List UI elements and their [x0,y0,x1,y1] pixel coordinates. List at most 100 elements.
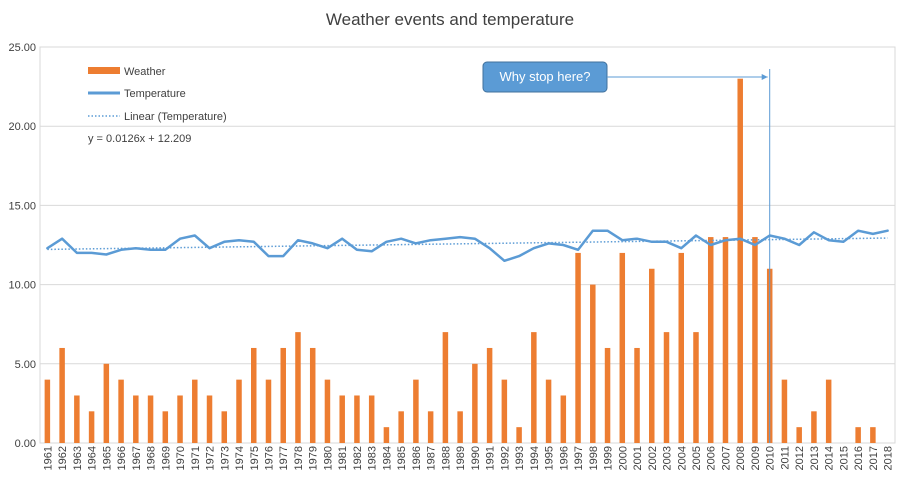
x-tick-label: 1975 [249,446,261,470]
y-tick-label: 15.00 [8,200,36,212]
weather-bar [796,427,802,443]
x-tick-label: 2014 [824,446,836,470]
x-tick-label: 2006 [706,446,718,470]
y-tick-label: 25.00 [8,42,36,54]
weather-bar [590,284,596,443]
weather-bar [192,379,198,443]
x-tick-label: 1986 [411,446,423,470]
weather-bar [265,379,272,443]
weather-bar [177,395,183,443]
x-tick-label: 2004 [676,446,688,470]
callout-annotation: Why stop here? [482,61,771,443]
weather-bar [855,427,861,443]
y-tick-label: 10.00 [8,280,36,292]
x-tick-label: 1987 [426,446,438,470]
weather-bar [752,237,758,443]
y-axis-labels: 0.00 5.00 10.00 15.00 20.00 25.00 [8,42,36,450]
x-tick-label: 1967 [131,446,143,470]
legend-label-temperature: Temperature [124,88,186,100]
temperature-trendline [47,237,888,251]
x-tick-label: 2008 [735,446,747,470]
x-tick-label: 2015 [838,446,850,470]
y-tick-label: 5.00 [15,359,36,371]
weather-bar [251,347,257,443]
x-tick-label: 1977 [278,446,290,470]
x-tick-label: 2011 [779,446,791,470]
weather-bar [457,411,463,443]
x-tick-label: 2018 [883,446,895,470]
weather-bar [501,379,508,443]
x-tick-label: 2002 [647,446,659,470]
callout-arrowhead [761,74,768,80]
x-tick-label: 2012 [794,446,806,470]
x-tick-label: 1997 [573,446,585,470]
x-tick-label: 2007 [720,446,732,470]
weather-bar [663,332,670,443]
x-tick-label: 2016 [853,446,865,470]
x-tick-label: 1999 [603,446,615,470]
x-tick-label: 2009 [750,446,762,470]
x-tick-label: 1980 [322,446,334,470]
x-tick-label: 1978 [293,446,305,470]
y-tick-label: 20.00 [8,121,36,133]
x-tick-label: 1992 [499,446,511,470]
weather-bar [427,411,434,443]
weather-bar [295,332,301,443]
x-tick-label: 1988 [440,446,452,470]
x-tick-label: 1984 [381,446,393,470]
x-tick-label: 1979 [308,446,320,470]
x-tick-label: 1969 [160,446,172,470]
x-tick-label: 1974 [234,446,246,470]
weather-bar [707,237,714,443]
x-tick-label: 2001 [632,446,644,470]
x-tick-label: 2013 [809,446,821,470]
x-tick-label: 1995 [544,446,556,470]
temperature-line [46,229,889,263]
legend-swatch-weather [88,67,120,74]
x-tick-label: 2003 [662,446,674,470]
weather-bar [236,379,242,443]
x-tick-label: 1965 [101,446,113,470]
x-tick-label: 1985 [396,446,408,470]
weather-bar [442,332,449,443]
temperature-line-group [46,229,889,263]
weather-bar [206,395,213,443]
weather-bar [354,395,360,443]
x-tick-label: 2005 [691,446,703,470]
callout-text: Why stop here? [499,69,590,84]
x-tick-label: 1970 [175,446,187,470]
x-tick-label: 1991 [485,446,497,470]
weather-bar [383,427,390,443]
plot-area-border [39,46,896,444]
x-tick-label: 1963 [72,446,84,470]
trendline-group [47,237,888,251]
x-tick-label: 1976 [263,446,275,470]
weather-bar [870,427,876,443]
weather-bar [516,427,522,443]
x-tick-label: 2017 [868,446,880,470]
x-tick-label: 1972 [205,446,217,470]
weather-bar [560,395,567,443]
weather-bar [133,395,139,443]
trendline-equation: y = 0.0126x + 12.209 [88,133,191,145]
weather-bar [162,411,169,443]
x-tick-label: 1968 [146,446,158,470]
gridlines [39,46,896,444]
weather-bar [781,379,788,443]
x-tick-label: 1973 [219,446,231,470]
weather-bar [811,411,817,443]
weather-bar [413,379,419,443]
weather-bar [649,268,655,443]
chart-title: Weather events and temperature [326,10,574,29]
legend: Weather Temperature Linear (Temperature) [88,66,227,123]
weather-bar [472,363,478,443]
y-tick-label: 0.00 [15,438,36,450]
weather-bar [722,237,729,443]
x-tick-label: 1989 [455,446,467,470]
x-axis-labels: 1961 1962 1963 1964 1965 1966 1967 1968 1969 1970… [42,446,894,470]
weather-bar [604,347,611,443]
weather-bar [74,395,80,443]
x-tick-label: 1966 [116,446,128,470]
x-tick-label: 2010 [765,446,777,470]
